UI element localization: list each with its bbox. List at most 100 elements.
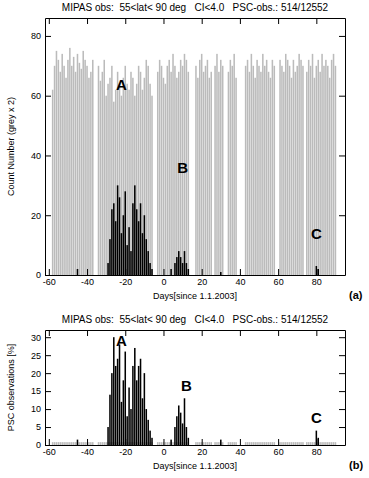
bar [298, 445, 300, 446]
bar [75, 445, 77, 446]
bar [56, 275, 58, 276]
bar [197, 445, 199, 446]
bar [121, 402, 123, 445]
bar [69, 275, 71, 276]
bar [300, 275, 302, 276]
bar [333, 54, 335, 275]
bar [132, 203, 134, 275]
bar [258, 442, 260, 445]
bar [289, 275, 291, 276]
y-axis: 020406080 [31, 19, 51, 281]
bar [138, 366, 140, 445]
tick-mark [45, 215, 51, 216]
bar [291, 445, 293, 446]
bar [71, 445, 73, 446]
bar [111, 209, 113, 275]
bar [306, 445, 308, 446]
tick-mark [240, 269, 241, 275]
tick-mark [45, 373, 51, 374]
bar [210, 275, 212, 276]
tick-mark [339, 36, 345, 37]
bar [279, 445, 281, 446]
bar [279, 60, 281, 275]
tick-mark [339, 427, 345, 428]
bar [86, 66, 88, 275]
bar [126, 84, 128, 275]
bar [90, 72, 92, 275]
tick-mark [240, 439, 241, 445]
bar [293, 445, 295, 446]
bar [209, 442, 211, 445]
bar [123, 215, 125, 275]
bar [199, 442, 201, 445]
bar [308, 60, 310, 275]
bar [231, 442, 233, 445]
bar [61, 54, 63, 275]
bar [287, 445, 289, 446]
tick [202, 18, 203, 24]
tick [202, 330, 203, 336]
bar [298, 275, 300, 276]
bar [82, 51, 84, 275]
tick-label: 25 [31, 351, 41, 361]
tick-label: 20 [197, 277, 207, 287]
bar [90, 442, 92, 445]
bar [121, 233, 123, 275]
tick [339, 96, 345, 97]
bar [262, 275, 264, 276]
bar [180, 413, 182, 445]
x-axis: -60-40-20020406080 [43, 439, 346, 457]
bar [52, 442, 54, 445]
bar [260, 72, 262, 275]
tick-mark [240, 330, 241, 336]
tick [339, 215, 345, 216]
bar [253, 275, 255, 276]
bar [285, 275, 287, 276]
bar [249, 442, 251, 445]
bar [65, 442, 67, 445]
bar [222, 66, 224, 275]
tick: 10 [31, 404, 51, 414]
bar [231, 66, 233, 275]
tick-mark [163, 330, 164, 336]
bar [81, 442, 83, 445]
x-axis: -60-40-20020406080 [43, 269, 346, 287]
bar [157, 72, 159, 275]
tick: 20 [197, 439, 207, 457]
bar [287, 275, 289, 276]
tick-mark [45, 355, 51, 356]
axis-line [46, 445, 346, 446]
bar [220, 272, 222, 275]
bar [140, 359, 142, 445]
bar [207, 60, 209, 275]
bar [54, 275, 56, 276]
bar [109, 239, 111, 275]
bar [109, 78, 111, 275]
tick [163, 330, 164, 336]
bar [287, 442, 289, 445]
bar [71, 275, 73, 276]
y-axis-right [339, 19, 346, 276]
bar [65, 275, 67, 276]
bar [88, 78, 90, 275]
bar [214, 442, 216, 445]
bar [235, 78, 237, 275]
bar [220, 60, 222, 275]
tick-label: 40 [235, 277, 245, 287]
tick: 20 [31, 369, 51, 379]
bar [128, 227, 130, 275]
bar [52, 90, 54, 275]
bar [293, 442, 295, 445]
bar [203, 442, 205, 445]
bar [75, 72, 77, 275]
bar [266, 442, 268, 445]
bar [329, 445, 331, 446]
bar [126, 245, 128, 275]
bar [314, 78, 316, 275]
bar [140, 203, 142, 275]
tick-label: 30 [31, 333, 41, 343]
panel-label: (b) [349, 459, 363, 471]
figure: -60-40-20020406080020406080MIPAS obs: 55… [0, 0, 369, 478]
bar [289, 445, 291, 446]
bar [203, 275, 205, 276]
